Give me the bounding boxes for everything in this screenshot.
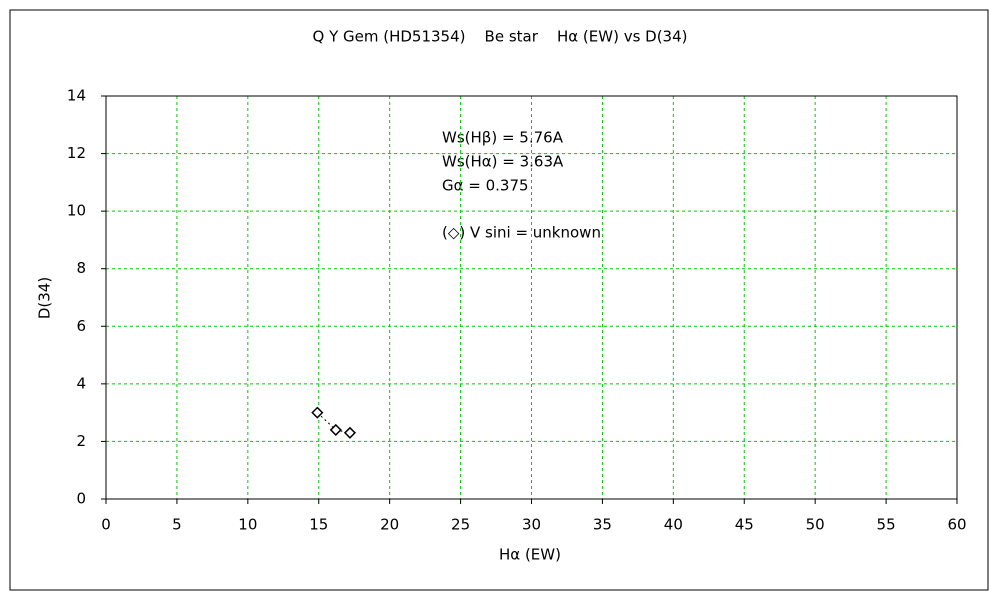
x-axis-label: Hα (EW) <box>499 546 561 564</box>
annotation: (◇) V sini = unknown <box>442 224 601 242</box>
x-tick-label: 55 <box>877 516 896 534</box>
x-tick-label: 20 <box>380 516 399 534</box>
x-tick-label: 10 <box>238 516 257 534</box>
chart-frame <box>9 9 989 591</box>
x-tick-label: 0 <box>101 516 111 534</box>
x-tick-label: 35 <box>593 516 612 534</box>
data-point <box>311 406 324 419</box>
y-tick-label: 8 <box>76 259 86 277</box>
y-tick-label: 10 <box>67 202 86 220</box>
y-tick-label: 0 <box>76 490 86 508</box>
x-tick-label: 40 <box>664 516 683 534</box>
plot-area <box>105 95 958 500</box>
annotation: Ws(Hβ) = 5.76A <box>442 129 564 147</box>
chart-title: Q Y Gem (HD51354) Be star Hα (EW) vs D(3… <box>313 28 688 46</box>
data-point <box>343 426 357 439</box>
annotation: Ws(Hα) = 3.63A <box>442 153 564 171</box>
x-tick-label: 5 <box>172 516 182 534</box>
x-tick-label: 50 <box>806 516 825 534</box>
annotation: Gα = 0.375 <box>442 177 529 195</box>
y-tick-label: 6 <box>76 317 86 335</box>
y-tick-label: 12 <box>67 144 86 162</box>
y-tick-label: 4 <box>76 374 86 392</box>
x-tick-label: 60 <box>947 516 966 534</box>
x-tick-label: 25 <box>451 516 470 534</box>
x-tick-label: 45 <box>735 516 754 534</box>
y-tick-label: 14 <box>67 87 86 105</box>
x-tick-label: 30 <box>522 516 541 534</box>
data-point <box>329 423 342 436</box>
x-tick-label: 15 <box>309 516 328 534</box>
y-axis-label: D(34) <box>36 277 54 319</box>
y-tick-label: 2 <box>76 432 86 450</box>
